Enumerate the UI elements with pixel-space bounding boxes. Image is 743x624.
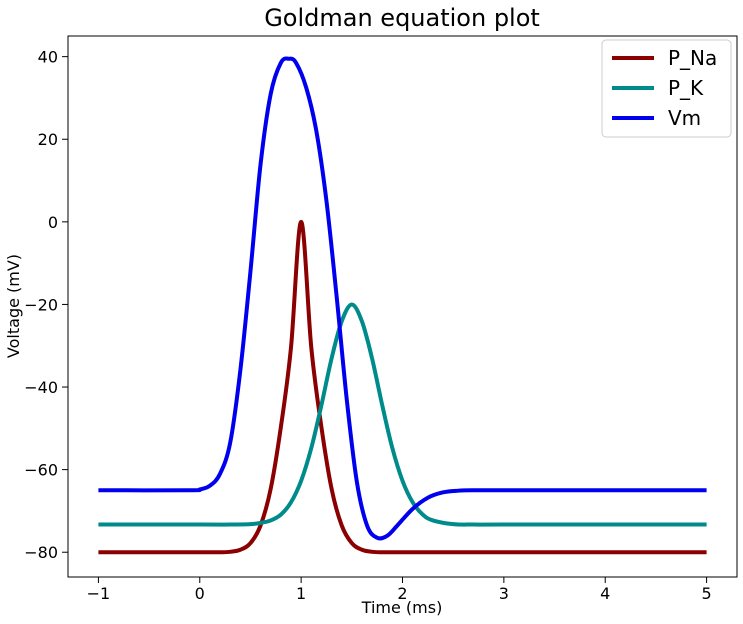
x-tick-label: 0 — [195, 584, 205, 603]
x-axis: −1 0 1 2 3 4 5 — [87, 577, 712, 603]
x-tick-label: 1 — [296, 584, 306, 603]
y-tick-label: −60 — [24, 461, 58, 480]
series-line-p-na — [98, 219, 707, 555]
chart-title: Goldman equation plot — [264, 4, 540, 32]
legend-label-p-na: P_Na — [668, 46, 717, 70]
legend-label-p-k: P_K — [668, 76, 704, 100]
y-axis-label: Voltage (mV) — [4, 254, 23, 358]
y-tick-label: 20 — [38, 130, 58, 149]
y-tick-label: 40 — [38, 48, 58, 67]
y-axis: −80 −60 −40 −20 0 20 40 — [24, 48, 68, 562]
x-tick-label: −1 — [87, 584, 111, 603]
x-tick-label: 4 — [600, 584, 610, 603]
x-tick-label: 3 — [499, 584, 509, 603]
y-tick-label: −40 — [24, 378, 58, 397]
y-tick-label: −20 — [24, 295, 58, 314]
y-tick-label: 0 — [48, 213, 58, 232]
legend-box — [601, 39, 732, 138]
series-line-p-k — [98, 302, 707, 527]
x-tick-label: 5 — [701, 584, 711, 603]
x-tick-label: 2 — [397, 584, 407, 603]
y-tick-label: −80 — [24, 543, 58, 562]
legend-label-vm: Vm — [668, 106, 701, 130]
x-axis-label: Time (ms) — [361, 598, 443, 617]
series-line-vm — [98, 56, 707, 541]
series-layer — [98, 56, 707, 555]
legend: P_Na P_K Vm — [601, 39, 732, 138]
